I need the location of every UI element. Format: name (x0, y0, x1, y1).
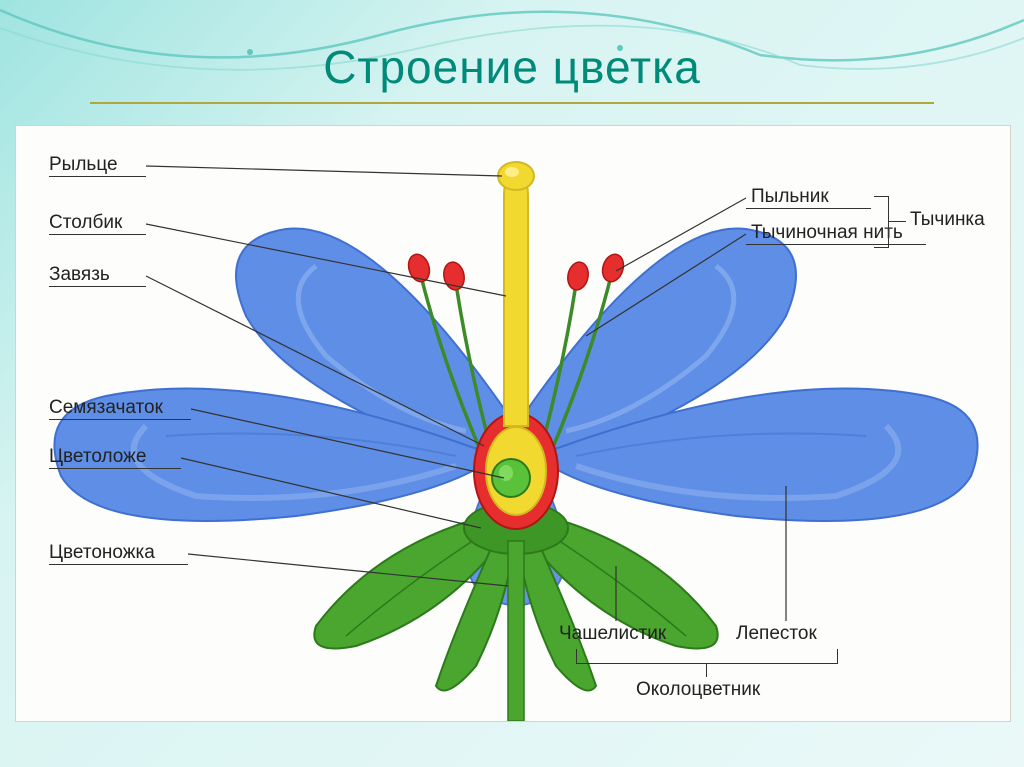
page-title: Строение цветка (0, 40, 1024, 94)
leader (746, 208, 871, 209)
label-perianth: Околоцветник (636, 679, 760, 701)
label-stigma: Рыльце (49, 154, 118, 176)
leader (49, 419, 191, 420)
leader (888, 221, 906, 222)
label-sepal: Чашелистик (559, 623, 666, 645)
label-pedicel: Цветоножка (49, 542, 155, 564)
leader (49, 286, 146, 287)
slide: Строение цветка (0, 0, 1024, 767)
leader (706, 663, 707, 677)
label-ovule: Семязачаток (49, 397, 163, 419)
leader (49, 564, 188, 565)
flower-illustration (16, 126, 1010, 721)
label-style: Столбик (49, 212, 122, 234)
label-anther: Пыльник (751, 186, 829, 208)
leader (49, 176, 146, 177)
label-receptacle: Цветоложе (49, 446, 146, 468)
leader (746, 244, 926, 245)
leader (49, 234, 146, 235)
leader (49, 468, 181, 469)
title-underline (90, 102, 934, 104)
bracket-stamen (874, 196, 889, 248)
flower-diagram-panel: Рыльце Столбик Завязь Семязачаток Цветол… (15, 125, 1011, 722)
bracket-perianth (576, 649, 838, 664)
label-stamen: Тычинка (910, 209, 985, 231)
label-ovary: Завязь (49, 264, 110, 286)
label-petal: Лепесток (736, 623, 817, 645)
